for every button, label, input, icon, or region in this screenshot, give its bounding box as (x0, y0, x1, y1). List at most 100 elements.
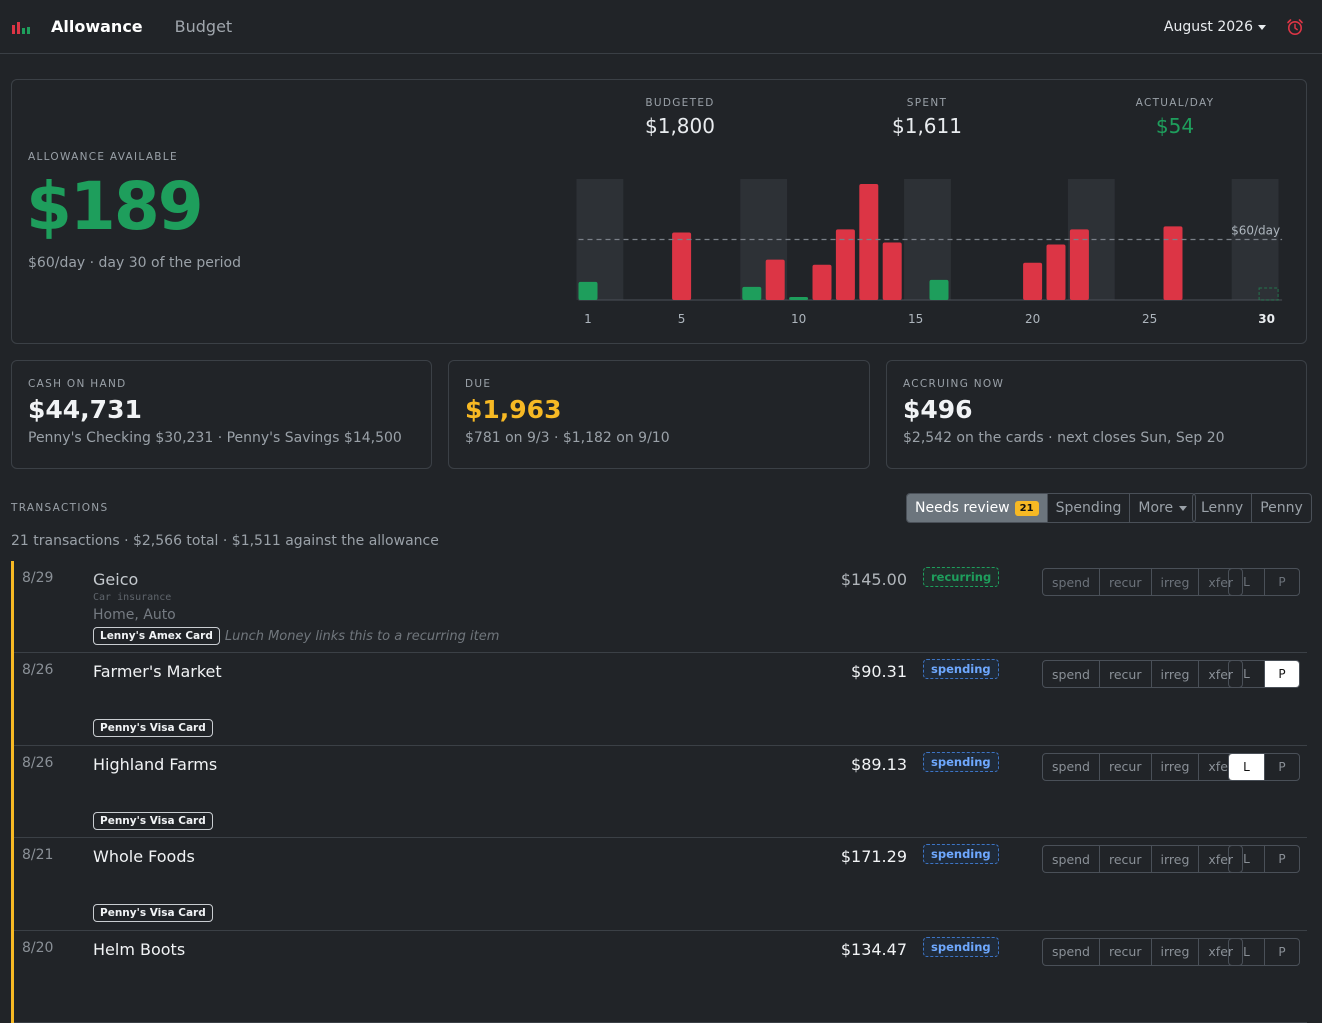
more-filter-dropdown[interactable]: More (1129, 494, 1195, 522)
assign-lenny-button[interactable]: L (1229, 754, 1264, 780)
spend-button[interactable]: spend (1043, 754, 1099, 780)
needs-review-filter-button[interactable]: Needs review 21 (907, 494, 1047, 522)
transactions-summary: 21 transactions · $2,566 total · $1,511 … (11, 533, 439, 549)
assignee-button-group: L P (1228, 568, 1300, 596)
chart-bar-day-9[interactable] (766, 260, 785, 300)
classify-button-group: spend recur irreg xfer (1042, 753, 1243, 781)
spend-button[interactable]: spend (1043, 569, 1099, 595)
assign-lenny-button[interactable]: L (1229, 939, 1264, 965)
transaction-date: 8/26 (22, 662, 53, 678)
person-filter-group: Lenny Penny (1192, 493, 1312, 523)
chart-bar-day-10[interactable] (789, 297, 808, 300)
top-nav: Allowance Budget August 2026 (0, 0, 1322, 54)
recurring-hint: Lunch Money links this to a recurring it… (225, 629, 500, 644)
transaction-amount: $90.31 (851, 662, 907, 681)
chart-bar-day-14[interactable] (883, 243, 902, 300)
cash-on-hand-detail: Penny's Checking $30,231 · Penny's Savin… (28, 430, 415, 446)
allowance-hero-card: ALLOWANCE AVAILABLE $189 $60/day · day 3… (11, 79, 1307, 344)
account-badge: Lenny's Amex Card (93, 627, 220, 645)
cash-on-hand-card: CASH ON HAND $44,731 Penny's Checking $3… (11, 360, 432, 469)
irreg-button[interactable]: irreg (1151, 754, 1199, 780)
month-label: August 2026 (1164, 19, 1253, 35)
needs-review-count-badge: 21 (1015, 501, 1039, 516)
spent-stat: SPENT $1,611 (847, 97, 1007, 138)
transaction-row[interactable]: 8/20 Helm Boots $134.47 spending spend r… (14, 931, 1307, 1023)
transaction-payee: Farmer's Market (93, 662, 222, 681)
assign-penny-button[interactable]: P (1264, 569, 1299, 595)
assign-lenny-button[interactable]: L (1229, 569, 1264, 595)
chart-bar-day-26[interactable] (1164, 226, 1183, 300)
lenny-filter-button[interactable]: Lenny (1193, 494, 1251, 522)
assign-lenny-button[interactable]: L (1229, 846, 1264, 872)
daily-spending-bars: $60/day (552, 170, 1302, 305)
x-tick-label: 15 (908, 312, 923, 326)
chart-bar-day-1[interactable] (579, 282, 598, 300)
transaction-amount: $89.13 (851, 755, 907, 774)
brand-link[interactable]: Allowance (51, 17, 143, 36)
transaction-row[interactable]: 8/29 Geico Car insurance Home, Auto Lenn… (14, 561, 1307, 653)
spent-value: $1,611 (847, 114, 1007, 138)
irreg-button[interactable]: irreg (1151, 846, 1199, 872)
transaction-tag: spending (923, 752, 999, 772)
irreg-button[interactable]: irreg (1151, 569, 1199, 595)
assign-penny-button[interactable]: P (1264, 661, 1299, 687)
actual-per-day-value: $54 (1095, 114, 1255, 138)
transaction-payee: Whole Foods (93, 847, 195, 866)
classify-button-group: spend recur irreg xfer (1042, 845, 1243, 873)
transaction-list: 8/29 Geico Car insurance Home, Auto Lenn… (11, 561, 1307, 1023)
transaction-payee: Helm Boots (93, 940, 185, 959)
assign-penny-button[interactable]: P (1264, 939, 1299, 965)
recur-button[interactable]: recur (1099, 661, 1151, 687)
assign-penny-button[interactable]: P (1264, 754, 1299, 780)
recur-button[interactable]: recur (1099, 754, 1151, 780)
budget-link[interactable]: Budget (175, 17, 233, 36)
actual-per-day-stat: ACTUAL/DAY $54 (1095, 97, 1255, 138)
spend-button[interactable]: spend (1043, 846, 1099, 872)
assign-penny-button[interactable]: P (1264, 846, 1299, 872)
cash-on-hand-value: $44,731 (28, 395, 415, 424)
classify-button-group: spend recur irreg xfer (1042, 938, 1243, 966)
classify-button-group: spend recur irreg xfer (1042, 568, 1243, 596)
chart-bar-day-20[interactable] (1023, 263, 1042, 300)
transaction-tag: spending (923, 844, 999, 864)
spending-filter-button[interactable]: Spending (1047, 494, 1130, 522)
chart-bar-day-8[interactable] (742, 287, 761, 300)
recur-button[interactable]: recur (1099, 569, 1151, 595)
transaction-payee: Highland Farms (93, 755, 217, 774)
penny-filter-button[interactable]: Penny (1251, 494, 1311, 522)
chart-bar-day-11[interactable] (813, 265, 832, 300)
allowance-available-subtitle: $60/day · day 30 of the period (28, 255, 241, 271)
assignee-button-group: L P (1228, 660, 1300, 688)
transaction-row[interactable]: 8/26 Farmer's Market Penny's Visa Card $… (14, 653, 1307, 746)
transaction-row[interactable]: 8/26 Highland Farms Penny's Visa Card $8… (14, 746, 1307, 839)
transaction-categories: Home, Auto (93, 607, 176, 623)
bar-logo-icon[interactable] (12, 20, 34, 34)
irreg-button[interactable]: irreg (1151, 661, 1199, 687)
chevron-down-icon (1258, 25, 1266, 30)
account-badge: Penny's Visa Card (93, 719, 213, 737)
irreg-button[interactable]: irreg (1151, 939, 1199, 965)
needs-review-label: Needs review (915, 500, 1010, 516)
alarm-clock-icon[interactable] (1286, 18, 1304, 36)
chart-bar-day-13[interactable] (859, 184, 878, 300)
spend-button[interactable]: spend (1043, 661, 1099, 687)
x-tick-label: 10 (791, 312, 806, 326)
budgeted-value: $1,800 (600, 114, 760, 138)
recur-button[interactable]: recur (1099, 846, 1151, 872)
x-tick-label: 30 (1258, 312, 1275, 326)
recur-button[interactable]: recur (1099, 939, 1151, 965)
chart-bar-day-16[interactable] (930, 280, 949, 300)
chart-bar-day-21[interactable] (1047, 245, 1066, 300)
chart-bar-day-5[interactable] (672, 232, 691, 300)
budgeted-label: BUDGETED (600, 97, 760, 109)
transaction-row[interactable]: 8/21 Whole Foods Penny's Visa Card $171.… (14, 838, 1307, 931)
transaction-date: 8/20 (22, 940, 53, 956)
assign-lenny-button[interactable]: L (1229, 661, 1264, 687)
accruing-now-detail: $2,542 on the cards · next closes Sun, S… (903, 430, 1290, 446)
x-tick-label: 1 (584, 312, 592, 326)
transaction-tag: spending (923, 659, 999, 679)
spend-button[interactable]: spend (1043, 939, 1099, 965)
month-dropdown[interactable]: August 2026 (1164, 19, 1266, 35)
assignee-button-group: L P (1228, 845, 1300, 873)
